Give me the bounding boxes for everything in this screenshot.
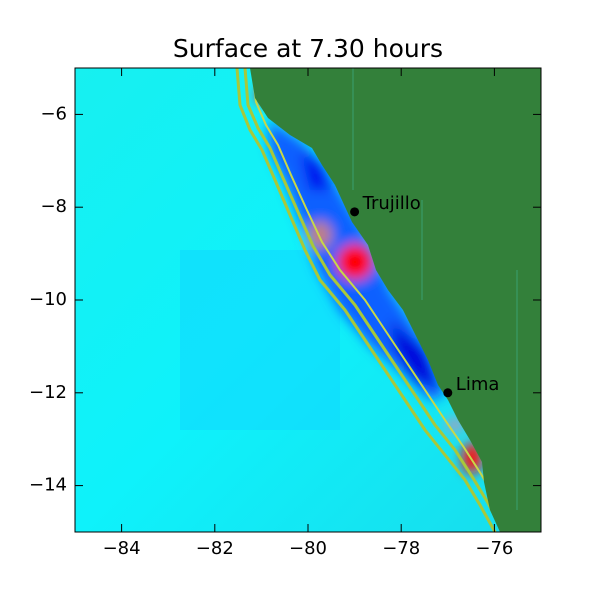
city-label: Trujillo — [362, 193, 421, 214]
y-tick-label: −12 — [29, 382, 67, 403]
y-tick-label: −14 — [29, 475, 67, 496]
x-tick-label: −82 — [196, 538, 234, 559]
chart-title: Surface at 7.30 hours — [173, 34, 443, 63]
x-tick-label: −76 — [475, 538, 513, 559]
deep-ocean — [180, 250, 340, 430]
land — [250, 68, 541, 532]
map-area — [75, 68, 541, 532]
y-tick-label: −6 — [40, 103, 67, 124]
x-tick-label: −78 — [382, 538, 420, 559]
city-marker — [443, 388, 453, 398]
y-tick-label: −8 — [40, 196, 67, 217]
borders — [352, 68, 518, 510]
contours — [235, 68, 511, 532]
x-tick-label: −84 — [103, 538, 141, 559]
y-tick-label: −10 — [29, 289, 67, 310]
x-tick-label: −80 — [289, 538, 327, 559]
city-marker — [350, 207, 360, 217]
city-label: Lima — [456, 374, 500, 395]
